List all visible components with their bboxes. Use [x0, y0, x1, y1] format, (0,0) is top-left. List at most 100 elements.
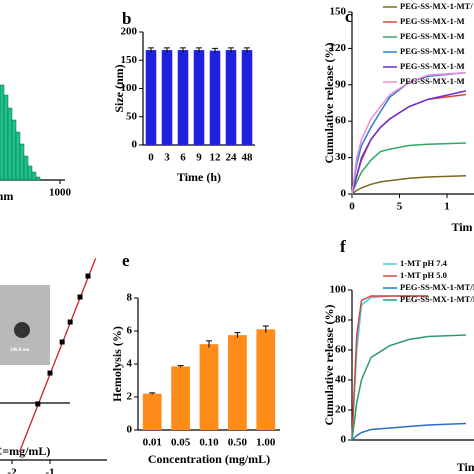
x-tick-label: 48 — [242, 152, 254, 164]
error-bar — [206, 340, 212, 348]
histogram-bar — [19, 143, 25, 181]
bar — [161, 50, 173, 145]
x-tick-label: 1.00 — [256, 437, 276, 449]
bar — [256, 329, 276, 430]
bar — [171, 366, 190, 430]
y-tick-label: 20 — [335, 404, 347, 416]
legend-label: 1-MT pH 5.0 — [400, 270, 447, 280]
y-tick-label: 4 — [127, 358, 133, 370]
series-line — [351, 71, 467, 195]
point — [77, 294, 83, 300]
y-tick-label: 0 — [127, 424, 133, 436]
legend-label: PEG-SS-MX-1-MT/FA pH 5 — [400, 294, 474, 304]
error-bar — [180, 47, 186, 53]
bar — [225, 50, 237, 145]
point — [35, 401, 41, 407]
y-tick-label: 40 — [335, 374, 347, 386]
point — [85, 273, 91, 279]
legend-label: 1-MT pH 7.4 — [400, 258, 448, 268]
error-bar — [149, 392, 156, 395]
x-tick-label: 1 — [444, 201, 450, 213]
panel-letter: e — [122, 251, 130, 270]
series-line — [351, 142, 467, 195]
y-axis-label: Cumulative release (%) — [322, 42, 336, 163]
bar — [193, 50, 205, 145]
error-bar — [228, 47, 234, 53]
legend-label: PEG-SS-MX-1-MT/ — [400, 1, 473, 11]
series-line — [351, 295, 428, 441]
error-bar — [148, 47, 154, 53]
series-line — [351, 334, 467, 441]
y-tick-label: 2 — [127, 391, 133, 403]
y-tick-label: 150 — [121, 54, 138, 66]
x-tick-label: 0 — [349, 201, 355, 213]
y-axis-label: Size (nm) — [112, 64, 126, 112]
x-tick-label: 0.50 — [228, 437, 248, 449]
legend-label: PEG-SS-MX-1-M — [400, 46, 465, 56]
y-tick-label: 6 — [127, 325, 133, 337]
histogram-bar — [11, 119, 17, 181]
panel-letter: f — [340, 237, 346, 256]
error-bar — [164, 47, 170, 53]
fit-line — [18, 258, 97, 452]
legend-label: PEG-SS-MX-1-MT/FA pH 7. — [400, 282, 474, 292]
point — [47, 370, 53, 376]
legend-label: PEG-SS-MX-1-M — [400, 16, 465, 26]
bar — [241, 50, 253, 145]
point — [67, 319, 73, 325]
error-bar — [244, 47, 250, 53]
y-tick-label: 90 — [335, 78, 347, 90]
x-tick-label: -2 — [7, 467, 17, 474]
inset-particle — [14, 322, 30, 338]
x-tick-label: 3 — [164, 152, 170, 164]
y-tick-label: 100 — [330, 284, 347, 296]
x-axis-label: nm — [0, 189, 13, 203]
error-bar — [262, 325, 269, 333]
error-bar — [177, 365, 184, 368]
y-tick-label: 150 — [330, 6, 347, 18]
x-tick-label: 0.01 — [143, 437, 162, 449]
histogram-bar — [3, 94, 9, 181]
histogram-bar — [23, 155, 29, 181]
y-tick-label: 0 — [341, 434, 347, 446]
histogram-bar — [0, 84, 5, 181]
histogram-bar — [35, 176, 41, 181]
x-tick-label: 9 — [196, 152, 202, 164]
y-axis-label: Cumulative release (%) — [322, 304, 336, 425]
y-tick-label: 120 — [330, 42, 347, 54]
error-bar — [234, 332, 241, 338]
x-tick-label: 0.10 — [199, 437, 219, 449]
y-tick-label: 80 — [335, 314, 347, 326]
bar — [177, 50, 189, 145]
y-axis-label: Hemolysis (%) — [110, 326, 124, 402]
x-tick-label: 12 — [210, 152, 222, 164]
series-line — [351, 90, 467, 195]
x-axis-label: Time — [457, 460, 474, 474]
series-line — [351, 422, 467, 441]
y-tick-label: 200 — [121, 26, 138, 38]
series-line — [351, 71, 467, 195]
x-tick-label: -1 — [45, 467, 54, 474]
histogram-bar — [7, 107, 13, 181]
bar — [142, 393, 162, 430]
error-bar — [212, 47, 218, 53]
y-tick-label: 60 — [335, 344, 347, 356]
y-tick-label: 0 — [132, 139, 138, 151]
x-tick-label: 0 — [148, 152, 154, 164]
x-axis-label: Time (h) — [177, 170, 221, 184]
panel-letter: c — [345, 7, 353, 26]
y-tick-label: 8 — [127, 292, 133, 304]
histogram-bar — [27, 165, 33, 181]
bar — [209, 50, 221, 145]
legend-label: PEG-SS-MX-1-M — [400, 76, 465, 86]
error-bar — [196, 47, 202, 53]
x-tick-label: 1000 — [49, 187, 72, 199]
x-axis-label: Concentration (mg/mL) — [148, 452, 270, 466]
x-axis-label: Tim — [451, 220, 472, 234]
bar — [228, 335, 247, 430]
bar — [145, 50, 157, 145]
y-tick-label: 100 — [121, 82, 138, 94]
legend-label: PEG-SS-MX-1-M — [400, 61, 465, 71]
